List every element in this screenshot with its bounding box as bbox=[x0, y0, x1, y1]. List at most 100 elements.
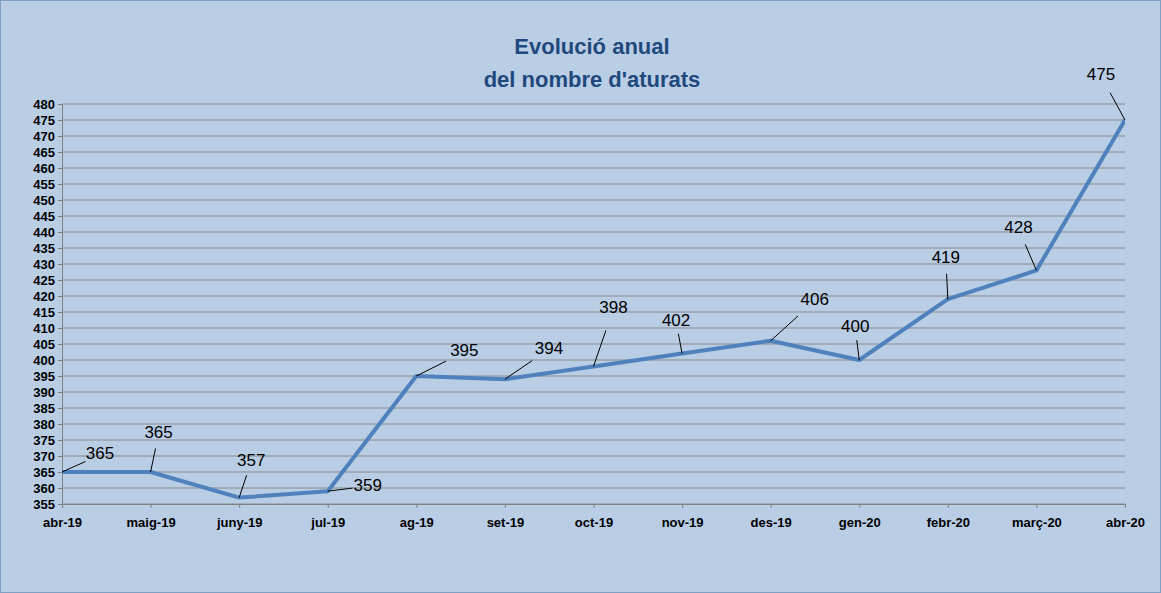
y-tick-mark bbox=[58, 472, 62, 473]
y-tick-mark bbox=[58, 424, 62, 425]
y-tick: 465 bbox=[33, 145, 62, 160]
grid-line bbox=[62, 424, 1125, 425]
y-tick-label: 380 bbox=[33, 417, 55, 432]
grid-line bbox=[62, 312, 1125, 313]
y-tick-label: 390 bbox=[33, 385, 55, 400]
leader-line bbox=[594, 330, 606, 366]
y-axis: 3553603653703753803853903954004054104154… bbox=[33, 97, 62, 512]
x-tick-mark bbox=[682, 504, 683, 508]
x-tick-mark bbox=[1036, 504, 1037, 508]
data-label: 398 bbox=[599, 298, 627, 317]
line bbox=[62, 120, 1125, 498]
x-tick-mark bbox=[594, 504, 595, 508]
y-tick-mark bbox=[58, 120, 62, 121]
x-axis: abr-19maig-19juny-19jul-19ag-19set-19oct… bbox=[43, 504, 1145, 530]
x-tick: ag-19 bbox=[400, 504, 434, 530]
y-tick-mark bbox=[58, 296, 62, 297]
y-tick: 460 bbox=[33, 161, 62, 176]
y-tick: 445 bbox=[33, 209, 62, 224]
title: Evolució anualdel nombre d'aturats bbox=[484, 34, 701, 92]
y-tick: 395 bbox=[33, 369, 62, 384]
x-tick: juny-19 bbox=[216, 504, 263, 530]
data-label: 357 bbox=[237, 451, 265, 470]
y-tick-mark bbox=[58, 264, 62, 265]
data-label: 400 bbox=[841, 317, 869, 336]
x-tick-label: febr-20 bbox=[927, 515, 970, 530]
grid-line bbox=[62, 168, 1125, 169]
grid-line bbox=[62, 392, 1125, 393]
y-tick-mark bbox=[58, 200, 62, 201]
x-tick-label: març-20 bbox=[1012, 515, 1062, 530]
leader-line bbox=[1110, 93, 1125, 120]
y-tick: 435 bbox=[33, 241, 62, 256]
x-tick-mark bbox=[239, 504, 240, 508]
y-tick-label: 470 bbox=[33, 129, 55, 144]
y-tick-label: 395 bbox=[33, 369, 55, 384]
leader-line bbox=[328, 488, 353, 491]
y-tick: 385 bbox=[33, 401, 62, 416]
x-tick-label: abr-19 bbox=[43, 515, 82, 530]
y-tick-label: 445 bbox=[33, 209, 55, 224]
y-tick-label: 450 bbox=[33, 193, 55, 208]
y-tick: 475 bbox=[33, 113, 62, 128]
data-label: 419 bbox=[932, 248, 960, 267]
x-tick-mark bbox=[416, 504, 417, 508]
y-tick: 470 bbox=[33, 129, 62, 144]
leader-line bbox=[947, 274, 948, 299]
background bbox=[1, 1, 1161, 593]
y-tick: 450 bbox=[33, 193, 62, 208]
y-tick: 440 bbox=[33, 225, 62, 240]
y-tick-label: 385 bbox=[33, 401, 55, 416]
grid-line bbox=[62, 136, 1125, 137]
y-tick: 360 bbox=[33, 481, 62, 496]
x-tick-mark bbox=[1125, 504, 1126, 508]
data-label: 394 bbox=[535, 339, 563, 358]
y-tick-label: 400 bbox=[33, 353, 55, 368]
leader-line bbox=[771, 316, 798, 341]
y-tick-mark bbox=[58, 312, 62, 313]
x-tick: febr-20 bbox=[927, 504, 970, 530]
y-tick: 355 bbox=[33, 497, 62, 512]
data-label: 406 bbox=[800, 290, 828, 309]
x-tick: abr-20 bbox=[1106, 504, 1145, 530]
grid-line bbox=[62, 280, 1125, 281]
leader-line bbox=[239, 475, 246, 497]
grid-line bbox=[62, 360, 1125, 361]
y-tick-mark bbox=[58, 232, 62, 233]
x-tick: maig-19 bbox=[127, 504, 176, 530]
x-tick-mark bbox=[948, 504, 949, 508]
y-tick-label: 420 bbox=[33, 289, 55, 304]
leader-line bbox=[62, 461, 86, 472]
x-tick: març-20 bbox=[1012, 504, 1062, 530]
x-tick: set-19 bbox=[487, 504, 525, 530]
y-tick-label: 475 bbox=[33, 113, 55, 128]
x-tick: gen-20 bbox=[839, 504, 881, 530]
grid-line bbox=[62, 264, 1125, 265]
grid-line bbox=[62, 184, 1125, 185]
y-tick: 365 bbox=[33, 465, 62, 480]
y-tick-mark bbox=[58, 360, 62, 361]
y-tick-label: 365 bbox=[33, 465, 55, 480]
x-tick-label: maig-19 bbox=[127, 515, 176, 530]
y-tick-mark bbox=[58, 408, 62, 409]
x-tick-label: des-19 bbox=[751, 515, 792, 530]
grid-line bbox=[62, 216, 1125, 217]
x-tick-label: nov-19 bbox=[662, 515, 704, 530]
title-line: Evolució anual bbox=[514, 34, 669, 59]
grid-line bbox=[62, 248, 1125, 249]
grid-line bbox=[62, 376, 1125, 377]
data-label: 359 bbox=[354, 476, 382, 495]
x-tick-label: ag-19 bbox=[400, 515, 434, 530]
y-tick: 430 bbox=[33, 257, 62, 272]
x-tick-mark bbox=[505, 504, 506, 508]
grid-line bbox=[62, 440, 1125, 441]
x-tick: des-19 bbox=[751, 504, 792, 530]
y-tick: 370 bbox=[33, 449, 62, 464]
y-tick-mark bbox=[58, 184, 62, 185]
y-tick: 400 bbox=[33, 353, 62, 368]
x-tick-mark bbox=[859, 504, 860, 508]
leader-line bbox=[416, 361, 446, 376]
y-tick-label: 455 bbox=[33, 177, 55, 192]
y-tick-label: 360 bbox=[33, 481, 55, 496]
y-tick: 405 bbox=[33, 337, 62, 352]
